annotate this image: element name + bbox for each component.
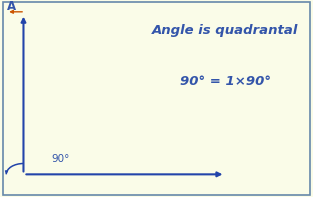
Text: 90°: 90° bbox=[52, 154, 70, 164]
Text: C: C bbox=[224, 196, 233, 197]
Text: B: B bbox=[16, 196, 25, 197]
Text: Angle is quadrantal: Angle is quadrantal bbox=[152, 24, 299, 37]
Text: A: A bbox=[7, 0, 16, 13]
Text: 90° = 1×90°: 90° = 1×90° bbox=[180, 75, 271, 88]
